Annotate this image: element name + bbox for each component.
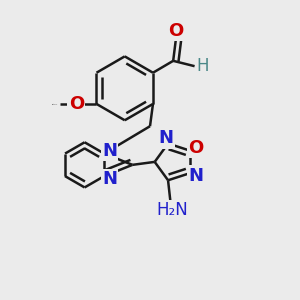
Text: H₂N: H₂N (156, 201, 188, 219)
Text: H: H (197, 57, 209, 75)
Text: N: N (189, 167, 204, 184)
Text: N: N (102, 170, 117, 188)
Text: O: O (169, 22, 184, 40)
Text: O: O (69, 95, 84, 113)
Text: methoxy: methoxy (52, 103, 58, 105)
Text: N: N (102, 142, 117, 160)
Text: O: O (188, 139, 203, 157)
Text: N: N (158, 129, 173, 147)
